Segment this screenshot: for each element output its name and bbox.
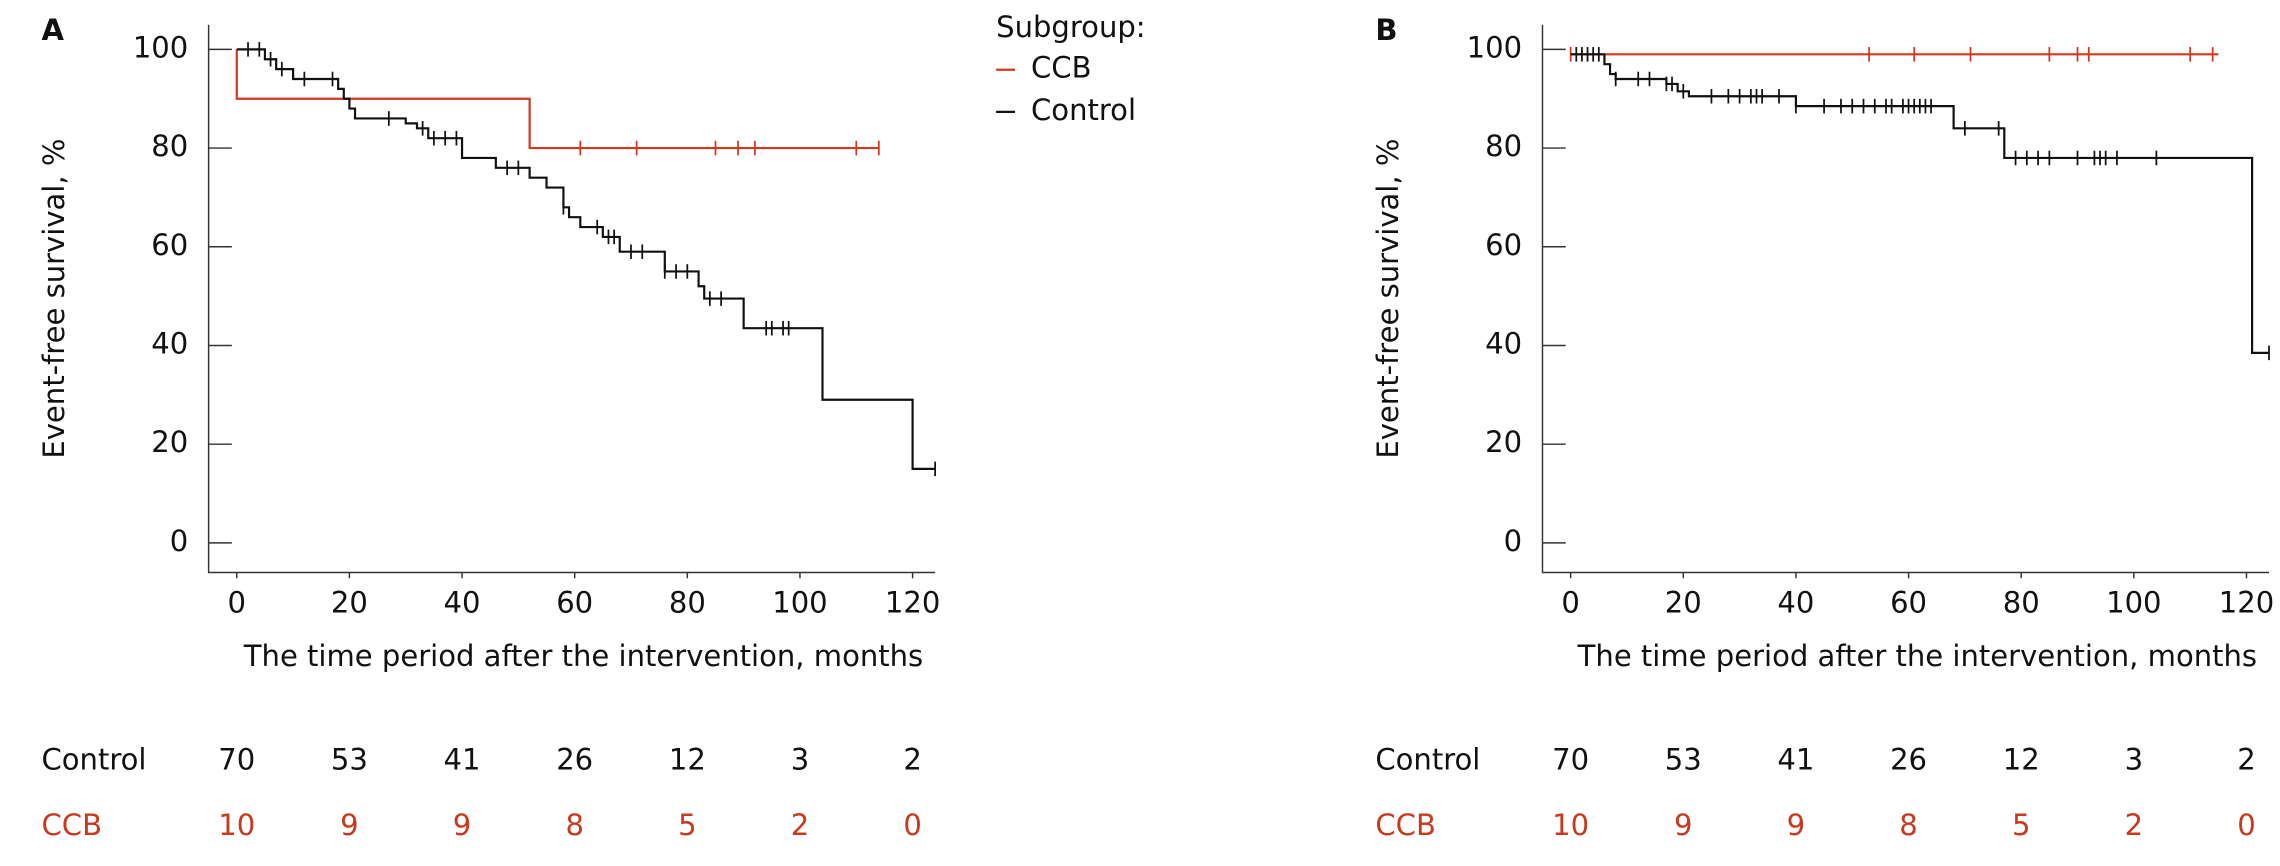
y-tick-label: 80	[151, 129, 188, 163]
y-axis-label: Event-free survival, %	[37, 139, 71, 459]
axis-line	[1541, 24, 2269, 574]
y-tick-label: 100	[133, 30, 188, 64]
legend-label: Control	[1031, 93, 1136, 127]
y-tick-label: 0	[1504, 524, 1522, 558]
risk-count: 9	[1787, 808, 1805, 842]
risk-row-label: CCB	[1375, 808, 1435, 842]
y-tick-label: 20	[1485, 425, 1522, 459]
x-tick-label: 0	[1561, 585, 1579, 619]
risk-count: 2	[2237, 742, 2255, 776]
x-tick-label: 40	[1777, 585, 1814, 619]
risk-count: 8	[1899, 808, 1917, 842]
risk-count: 10	[1552, 808, 1589, 842]
risk-count: 70	[1552, 742, 1589, 776]
risk-count: 10	[218, 808, 255, 842]
x-axis-label: The time period after the intervention, …	[1577, 639, 2257, 673]
x-tick-label: 60	[1890, 585, 1927, 619]
x-tick-label: 20	[331, 585, 368, 619]
x-tick-label: 60	[556, 585, 593, 619]
risk-count: 9	[1674, 808, 1692, 842]
risk-count: 26	[1890, 742, 1927, 776]
risk-count: 3	[791, 742, 809, 776]
risk-row-label: Control	[1375, 742, 1480, 776]
legend-label: CCB	[1031, 51, 1092, 85]
x-tick-label: 100	[2106, 585, 2161, 619]
risk-count: 5	[2012, 808, 2030, 842]
x-tick-label: 80	[669, 585, 706, 619]
risk-count: 8	[565, 808, 583, 842]
y-tick-label: 20	[151, 425, 188, 459]
risk-count: 0	[2237, 808, 2255, 842]
risk-count: 9	[453, 808, 471, 842]
x-tick-label: 40	[444, 585, 481, 619]
risk-count: 5	[678, 808, 696, 842]
risk-count: 2	[791, 808, 809, 842]
risk-row-label: CCB	[42, 808, 103, 842]
risk-count: 41	[444, 742, 481, 776]
x-tick-label: 20	[1665, 585, 1702, 619]
legend-title: Subgroup:	[996, 10, 1145, 44]
risk-count: 70	[218, 742, 255, 776]
y-axis-label: Event-free survival, %	[1371, 139, 1405, 459]
risk-count: 12	[669, 742, 706, 776]
risk-count: 53	[1665, 742, 1702, 776]
risk-count: 2	[903, 742, 921, 776]
x-tick-label: 100	[772, 585, 827, 619]
risk-count: 53	[331, 742, 368, 776]
risk-count: 12	[2003, 742, 2040, 776]
y-tick-label: 40	[1485, 326, 1522, 360]
x-tick-label: 120	[885, 585, 940, 619]
y-tick-label: 80	[1485, 129, 1522, 163]
y-tick-label: 0	[170, 524, 188, 558]
risk-count: 3	[2125, 742, 2143, 776]
risk-count: 0	[903, 808, 921, 842]
y-tick-label: 60	[1485, 228, 1522, 262]
x-tick-label: 80	[2003, 585, 2040, 619]
risk-count: 41	[1777, 742, 1814, 776]
panel-label: A	[42, 13, 65, 47]
y-tick-label: 100	[1467, 30, 1522, 64]
risk-count: 9	[340, 808, 358, 842]
risk-count: 2	[2125, 808, 2143, 842]
risk-count: 26	[556, 742, 593, 776]
x-tick-label: 0	[228, 585, 246, 619]
panel-label: B	[1375, 13, 1397, 47]
y-tick-label: 40	[151, 326, 188, 360]
axis-line	[207, 24, 936, 574]
risk-row-label: Control	[42, 742, 147, 776]
x-tick-label: 120	[2219, 585, 2274, 619]
x-axis-label: The time period after the intervention, …	[243, 639, 923, 673]
survival-curve	[236, 48, 936, 470]
survival-curve	[235, 49, 879, 150]
y-tick-label: 60	[151, 228, 188, 262]
